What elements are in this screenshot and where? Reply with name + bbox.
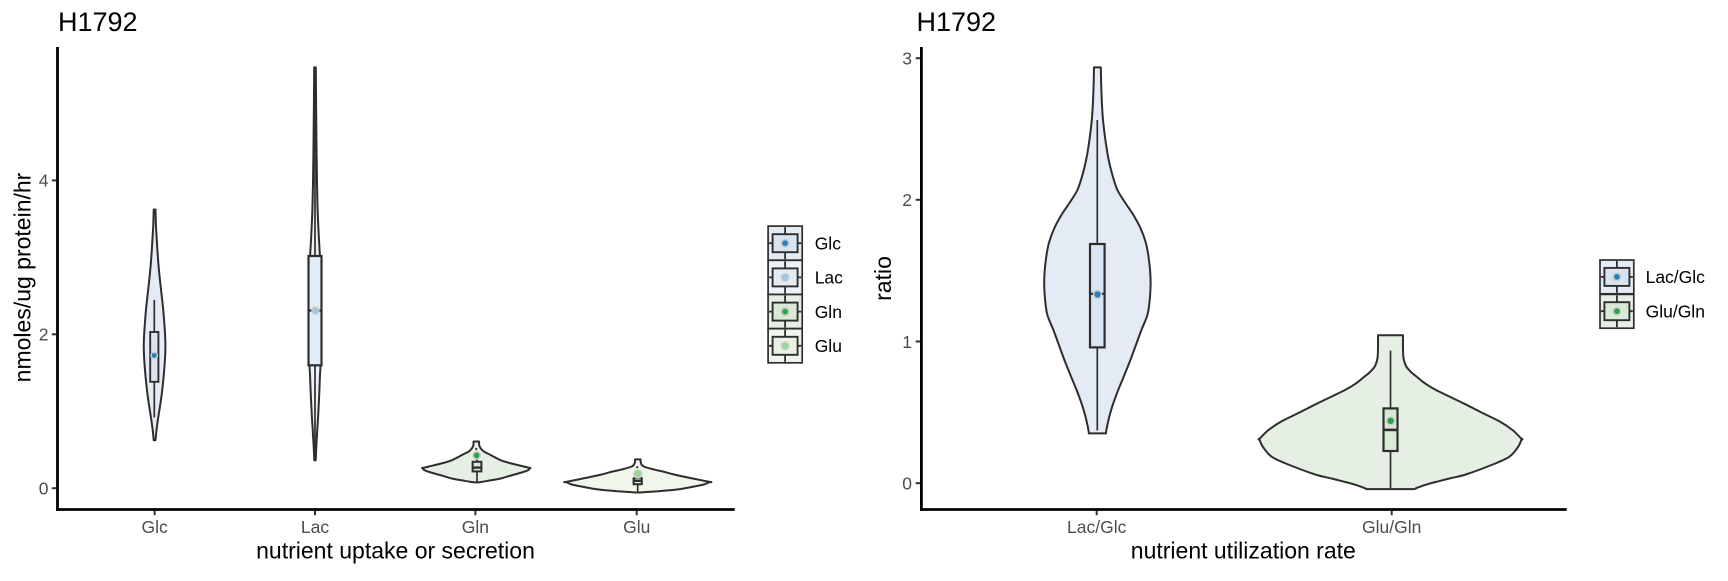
svg-text:Gln: Gln: [815, 302, 842, 322]
svg-text:Lac/Glc: Lac/Glc: [1646, 267, 1706, 287]
svg-text:2: 2: [39, 325, 49, 345]
svg-text:nutrient uptake or secretion: nutrient uptake or secretion: [256, 537, 535, 563]
svg-text:Glu/Gln: Glu/Gln: [1646, 302, 1705, 322]
svg-text:Lac/Glc: Lac/Glc: [1067, 517, 1127, 537]
svg-text:Glu: Glu: [815, 336, 842, 356]
svg-text:Glu/Gln: Glu/Gln: [1362, 517, 1421, 537]
svg-text:H1792: H1792: [917, 7, 997, 37]
svg-text:Glc: Glc: [815, 234, 842, 254]
svg-text:ratio: ratio: [870, 256, 896, 301]
svg-text:Glu: Glu: [623, 517, 650, 537]
svg-text:nutrient utilization rate: nutrient utilization rate: [1131, 537, 1356, 563]
svg-text:Glc: Glc: [141, 517, 168, 537]
svg-text:Gln: Gln: [462, 517, 489, 537]
svg-text:H1792: H1792: [58, 7, 138, 37]
svg-text:0: 0: [902, 474, 912, 494]
svg-text:nmoles/ug protein/hr: nmoles/ug protein/hr: [10, 172, 36, 382]
svg-text:1: 1: [902, 332, 912, 352]
svg-text:2: 2: [902, 190, 912, 210]
svg-text:3: 3: [902, 49, 912, 69]
svg-text:Lac: Lac: [301, 517, 329, 537]
svg-text:Lac: Lac: [815, 268, 843, 288]
svg-text:0: 0: [39, 479, 49, 499]
svg-text:4: 4: [39, 171, 49, 191]
